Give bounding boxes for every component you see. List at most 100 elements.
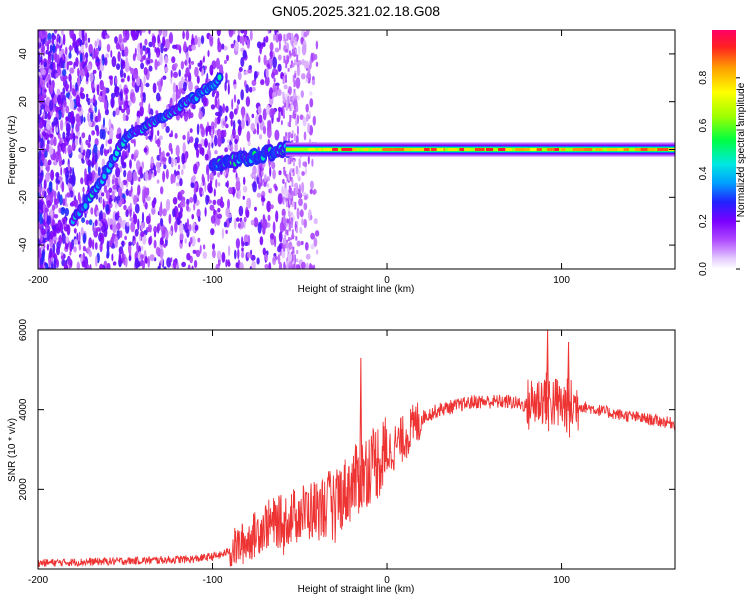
- noise-speck: [176, 261, 179, 269]
- carrier-peak: [572, 148, 586, 151]
- noise-speck: [170, 130, 173, 136]
- noise-speck: [223, 129, 227, 138]
- carrier-peak: [363, 148, 368, 151]
- noise-speck: [53, 190, 57, 199]
- noise-speck: [259, 134, 263, 140]
- noise-speck: [261, 170, 264, 177]
- noise-speck: [160, 77, 163, 87]
- noise-speck: [254, 70, 257, 83]
- noise-speck: [51, 251, 56, 258]
- noise-speck: [291, 180, 294, 187]
- noise-speck: [109, 127, 114, 140]
- noise-speck: [131, 153, 134, 160]
- noise-speck: [207, 182, 213, 193]
- noise-speck: [228, 187, 233, 195]
- noise-speck: [305, 103, 309, 113]
- noise-speck: [237, 34, 241, 43]
- noise-speck: [135, 160, 141, 171]
- noise-speck: [181, 261, 187, 268]
- noise-speck: [216, 90, 220, 99]
- noise-speck: [62, 143, 65, 154]
- noise-speck: [296, 54, 299, 63]
- noise-speck: [290, 198, 293, 205]
- noise-speck: [73, 239, 78, 246]
- noise-speck: [125, 209, 129, 218]
- noise-speck: [118, 132, 122, 141]
- noise-speck: [64, 261, 67, 269]
- noise-speck: [296, 221, 299, 225]
- noise-speck: [38, 228, 41, 241]
- spectrogram-y-tick-label: -40: [18, 237, 29, 252]
- noise-speck: [291, 140, 294, 145]
- noise-speck: [103, 228, 108, 238]
- noise-speck: [49, 99, 54, 112]
- noise-speck: [286, 242, 289, 249]
- noise-speck: [163, 164, 167, 170]
- snr-y-tick-label: 2000: [18, 478, 29, 501]
- noise-speck: [81, 260, 86, 268]
- noise-speck: [185, 30, 190, 41]
- noise-speck: [243, 176, 246, 185]
- noise-speck: [251, 79, 257, 86]
- noise-speck: [246, 39, 251, 49]
- noise-speck: [82, 186, 85, 193]
- noise-speck: [141, 245, 144, 251]
- noise-speck: [94, 219, 98, 227]
- carrier-peak: [595, 148, 603, 151]
- noise-speck: [291, 190, 294, 197]
- noise-speck: [130, 67, 135, 75]
- noise-speck: [289, 106, 292, 112]
- noise-speck: [230, 134, 234, 142]
- noise-speck: [257, 221, 262, 234]
- noise-speck: [121, 108, 125, 114]
- noise-speck: [292, 171, 295, 177]
- noise-speck: [82, 245, 86, 252]
- noise-speck: [312, 115, 316, 126]
- noise-speck: [81, 30, 84, 42]
- noise-speck: [39, 173, 43, 184]
- noise-speck: [69, 243, 73, 253]
- noise-speck: [204, 65, 207, 70]
- noise-speck: [284, 170, 287, 177]
- noise-speck: [50, 261, 54, 269]
- noise-speck: [197, 216, 201, 222]
- noise-speck: [287, 252, 293, 262]
- noise-speck: [210, 133, 214, 139]
- noise-speck: [96, 127, 100, 137]
- noise-speck: [221, 43, 225, 50]
- noise-speck: [62, 198, 66, 206]
- noise-speck: [305, 60, 310, 69]
- noise-speck: [202, 95, 207, 107]
- noise-speck: [228, 30, 234, 38]
- noise-speck: [128, 241, 133, 246]
- noise-speck: [44, 104, 50, 112]
- noise-speck: [204, 207, 207, 217]
- noise-speck: [79, 91, 83, 97]
- noise-speck: [291, 115, 294, 119]
- noise-speck: [295, 190, 297, 196]
- noise-speck: [69, 30, 74, 39]
- noise-speck: [211, 91, 215, 98]
- noise-speck: [288, 223, 291, 230]
- noise-speck: [207, 171, 210, 183]
- noise-speck: [55, 73, 59, 78]
- noise-speck: [249, 266, 252, 269]
- noise-speck: [119, 84, 122, 90]
- noise-speck: [286, 229, 289, 236]
- noise-speck: [202, 251, 208, 259]
- noise-speck: [129, 159, 132, 169]
- noise-speck: [298, 157, 301, 169]
- noise-speck: [217, 213, 223, 220]
- noise-speck: [223, 60, 227, 64]
- noise-speck: [96, 209, 100, 217]
- noise-speck: [95, 193, 99, 200]
- noise-speck: [58, 35, 61, 44]
- noise-speck: [291, 229, 294, 237]
- noise-speck: [100, 91, 103, 96]
- noise-speck: [209, 37, 214, 47]
- snr-marks: [38, 330, 675, 568]
- noise-speck: [282, 178, 285, 185]
- noise-speck: [137, 251, 142, 262]
- noise-speck: [65, 92, 71, 99]
